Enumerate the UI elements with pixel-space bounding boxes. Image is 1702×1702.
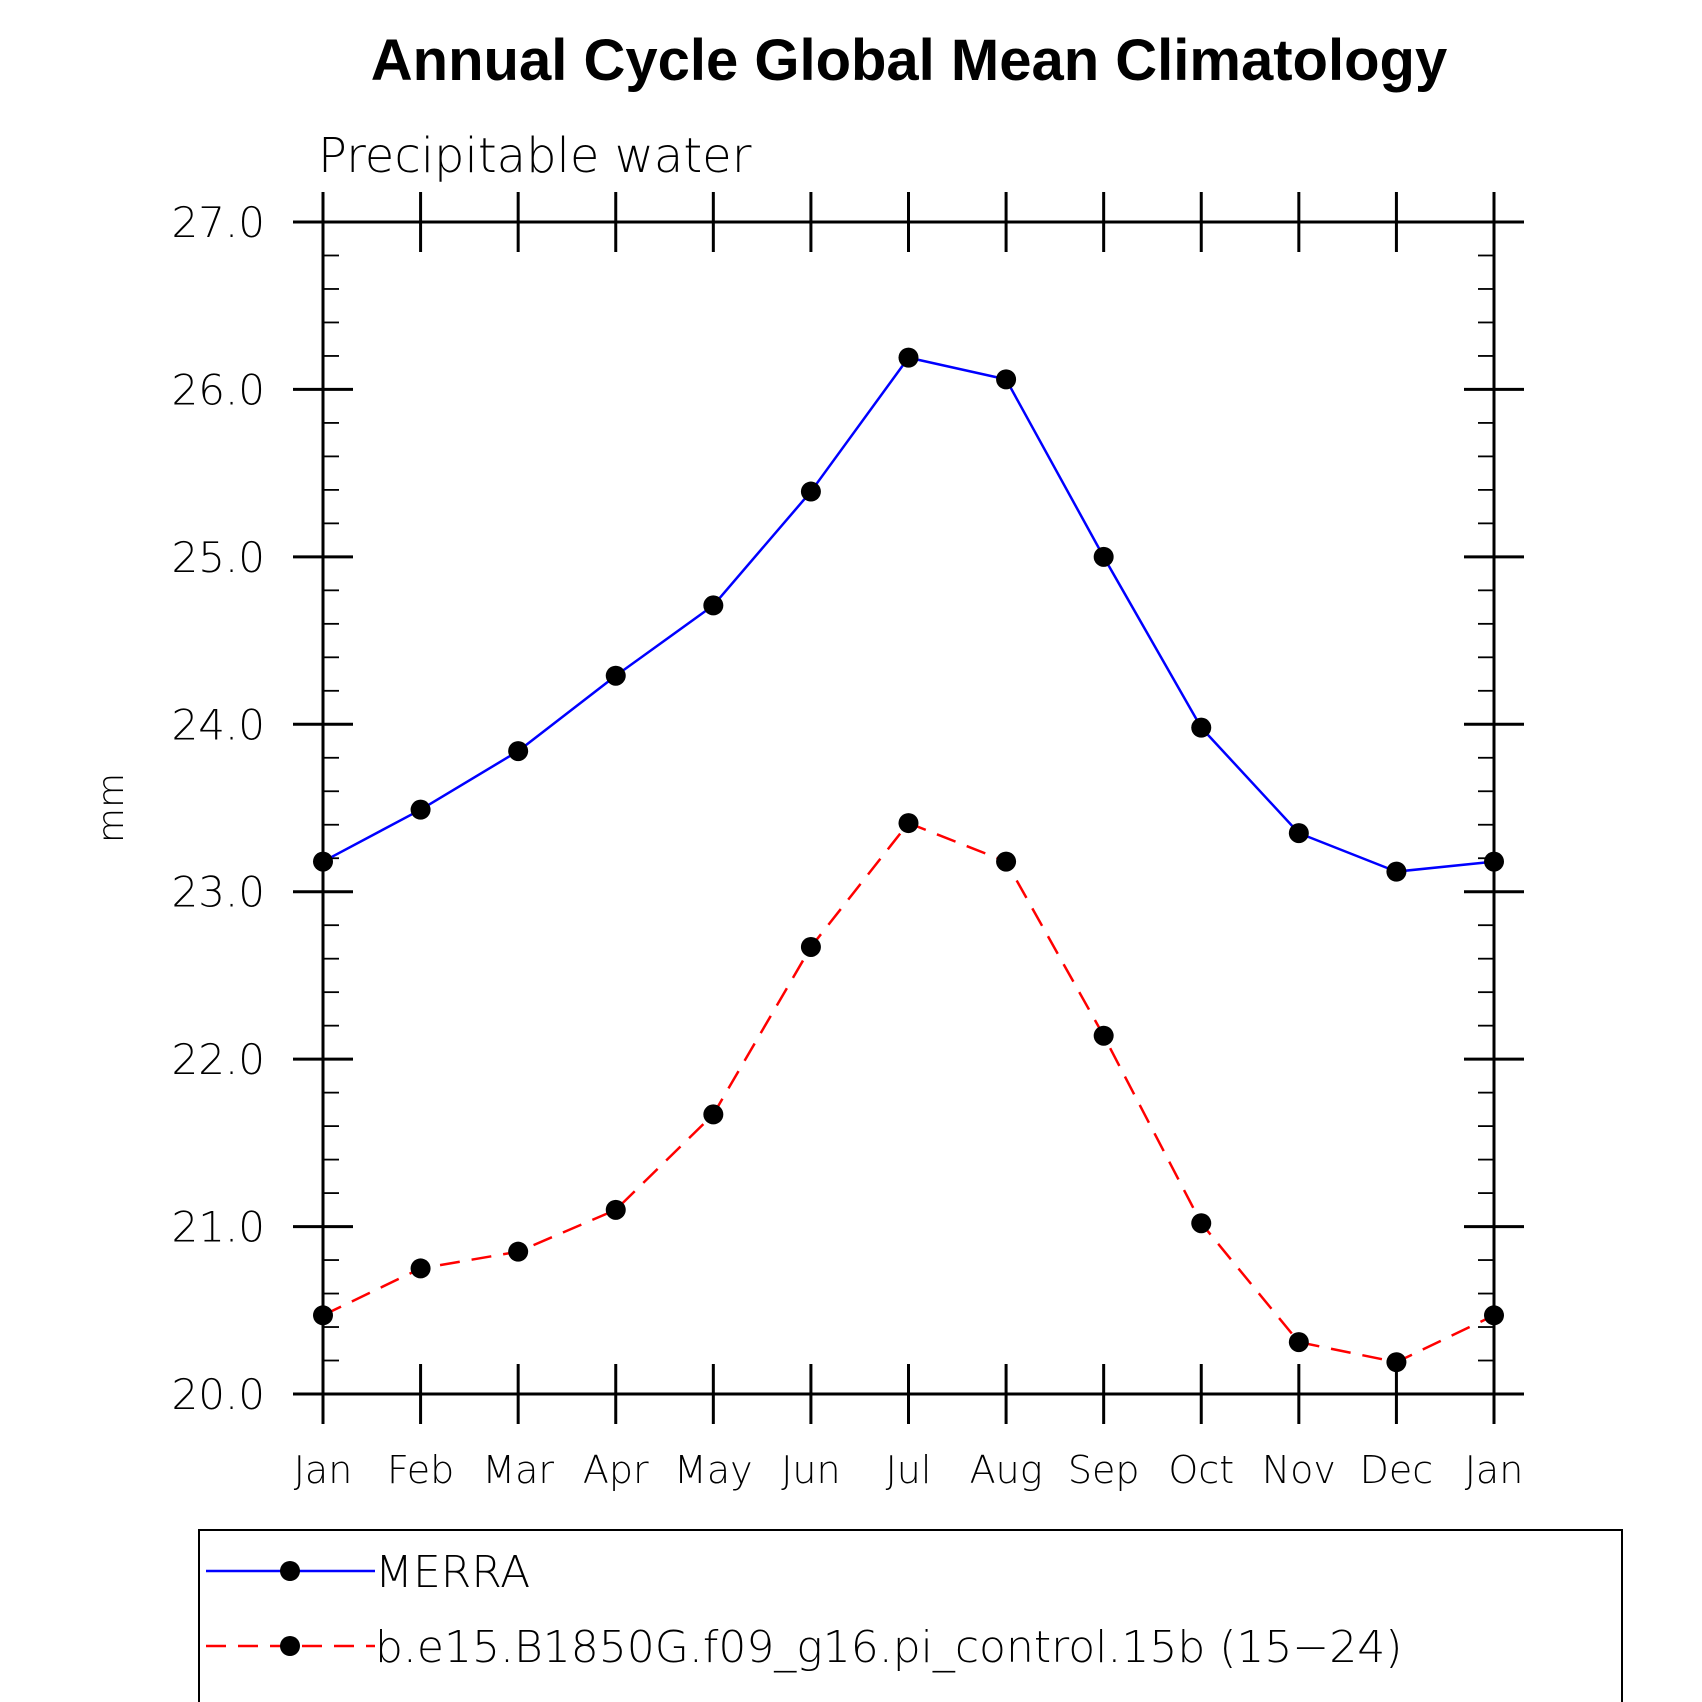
data-point-series-1: [898, 813, 919, 834]
ytick-label: 24.0: [171, 700, 265, 749]
ytick-label: 20.0: [171, 1370, 265, 1419]
ytick-label: 25.0: [171, 533, 265, 582]
xtick-label: Jun: [781, 1448, 840, 1492]
data-point-series-1: [1288, 1332, 1309, 1353]
xtick-label: Feb: [387, 1448, 454, 1492]
legend-swatch-marker-model: [280, 1636, 300, 1656]
series-layer: [313, 347, 1504, 1373]
xtick-label: May: [674, 1448, 753, 1492]
legend: MERRA b.e15.B1850G.f09_g16.pi_control.15…: [198, 1529, 1623, 1702]
chart-subtitle: Precipitable water: [318, 128, 752, 184]
data-point-series-1: [1386, 1352, 1407, 1373]
data-point-series-0: [1191, 717, 1212, 738]
data-point-series-0: [703, 595, 724, 616]
y-tick-labels: 20.0 21.0 22.0 23.0 24.0 25.0 26.0 27.0: [171, 198, 265, 1419]
ytick-label: 27.0: [171, 198, 265, 247]
legend-label-model: b.e15.B1850G.f09_g16.pi_control.15b (15−…: [375, 1622, 1402, 1673]
data-point-series-0: [508, 741, 529, 762]
ytick-label: 22.0: [171, 1035, 265, 1084]
data-point-series-0: [605, 665, 626, 686]
data-point-series-0: [1386, 861, 1407, 882]
xtick-label: Sep: [1068, 1448, 1140, 1492]
y-axis-label: mm: [91, 773, 132, 843]
data-point-series-1: [508, 1241, 529, 1262]
plot-frame: [321, 220, 1496, 1396]
series-line-1: [322, 821, 1495, 1364]
ytick-label: 21.0: [171, 1203, 265, 1252]
data-point-series-1: [800, 936, 821, 957]
data-point-series-1: [1191, 1213, 1212, 1234]
data-point-series-1: [605, 1199, 626, 1220]
axis-ticks: [293, 192, 1524, 1424]
xtick-label: Dec: [1360, 1448, 1434, 1492]
legend-swatch-marker-merra: [280, 1561, 300, 1581]
series-line-0: [322, 356, 1495, 873]
legend-box: [198, 1529, 1623, 1702]
data-point-series-0: [800, 481, 821, 502]
data-point-series-1: [1093, 1025, 1114, 1046]
data-point-series-0: [898, 347, 919, 368]
legend-label-merra: MERRA: [375, 1547, 530, 1598]
ytick-label: 26.0: [171, 365, 265, 414]
data-point-series-1: [410, 1258, 431, 1279]
data-point-series-1: [996, 851, 1017, 872]
xtick-label: Jan: [1465, 1448, 1524, 1492]
xtick-label: Oct: [1168, 1448, 1234, 1492]
xtick-label: Jul: [886, 1448, 932, 1492]
xtick-label: Apr: [583, 1448, 649, 1492]
xtick-label: Aug: [970, 1448, 1043, 1492]
data-point-series-0: [1288, 823, 1309, 844]
data-point-series-1: [703, 1104, 724, 1125]
ytick-label: 23.0: [171, 868, 265, 917]
data-point-series-0: [410, 799, 431, 820]
data-point-series-0: [996, 369, 1017, 390]
x-tick-labels: Jan Feb Mar Apr May Jun Jul Aug Sep Oct Nov Dec Jan: [294, 1448, 1524, 1492]
xtick-label: Jan: [294, 1448, 353, 1492]
xtick-label: Mar: [482, 1448, 554, 1492]
chart-title: Annual Cycle Global Mean Climatology: [371, 28, 1447, 93]
xtick-label: Nov: [1262, 1448, 1336, 1492]
data-point-series-0: [1093, 546, 1114, 567]
